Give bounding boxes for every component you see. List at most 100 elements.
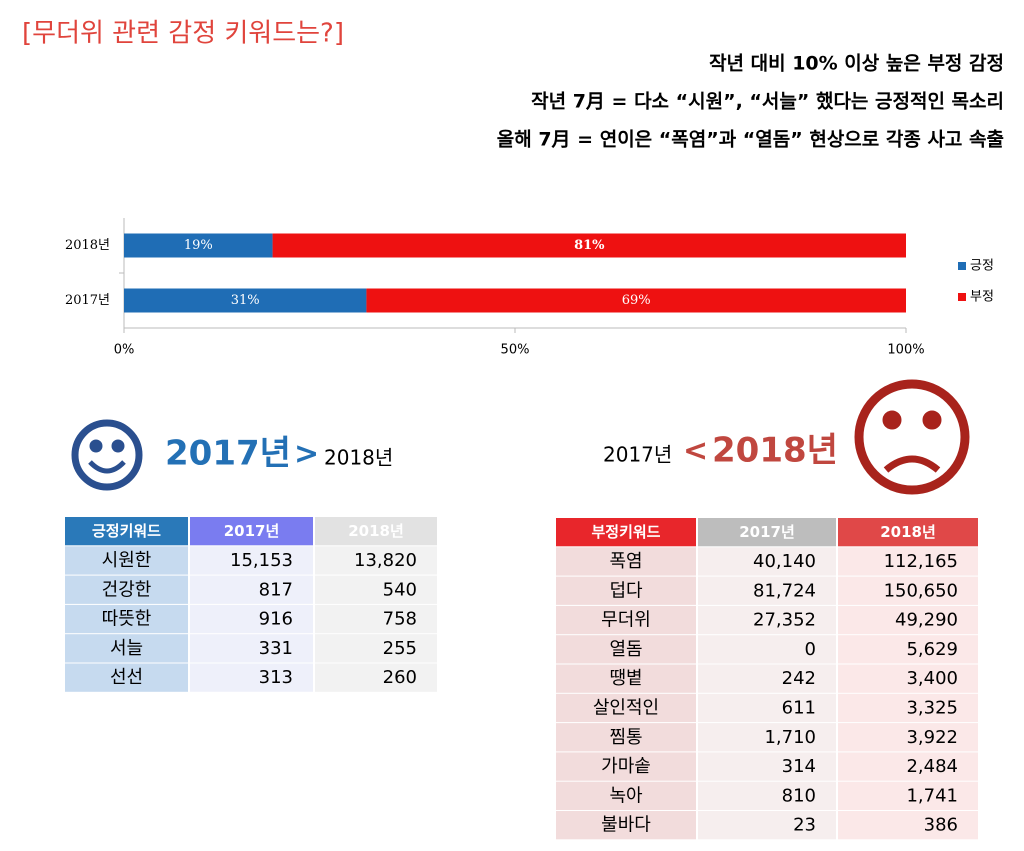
table-cell xyxy=(556,635,696,664)
table-cell-text: 611 xyxy=(782,697,816,718)
table-cell-text: 27,352 xyxy=(753,610,816,631)
table-header: 2017년 xyxy=(739,523,795,541)
y-tick-label: 2018년 xyxy=(65,238,110,253)
table-cell-text: 23 xyxy=(793,815,816,836)
table-cell xyxy=(190,546,313,575)
table-cell-text: 찜통 xyxy=(609,727,642,748)
value-label: 81% xyxy=(574,238,605,253)
table-cell xyxy=(556,723,696,752)
table-cell xyxy=(838,723,978,752)
table-cell xyxy=(190,634,313,663)
compare-sign: > xyxy=(294,437,319,472)
summary-line: 작년 7月 = 다소 “시원”, “서늘” 했다는 긍정적인 목소리 xyxy=(531,91,1004,113)
bar-segment xyxy=(124,288,367,313)
table-header-cell xyxy=(838,518,978,547)
table-cell xyxy=(190,663,313,692)
table-header: 2018년 xyxy=(880,523,936,541)
table-cell xyxy=(838,547,978,576)
table-cell xyxy=(65,663,188,692)
table-cell xyxy=(315,546,437,575)
table-cell-text: 서늘 xyxy=(110,638,143,659)
summary-line: 작년 대비 10% 이상 높은 부정 감정 xyxy=(709,53,1004,75)
table-cell xyxy=(838,752,978,781)
table-cell-text: 3,400 xyxy=(906,668,958,689)
smile-icon xyxy=(71,419,143,491)
table-cell-text: 덥다 xyxy=(609,580,643,601)
table-cell-text: 1,741 xyxy=(906,785,958,806)
table-cell-text: 331 xyxy=(259,638,293,659)
table-cell-text: 49,290 xyxy=(895,610,958,631)
table-cell xyxy=(190,604,313,634)
table-cell xyxy=(65,634,188,663)
table-cell-text: 5,629 xyxy=(906,639,958,660)
table-cell-text: 살인적인 xyxy=(593,697,659,718)
table-cell xyxy=(698,723,836,752)
table-cell xyxy=(838,693,978,723)
table-cell-text: 땡볕 xyxy=(609,668,642,689)
table-header-cell xyxy=(315,517,437,546)
value-label: 19% xyxy=(184,238,213,253)
table-header-cell xyxy=(556,518,696,547)
table-cell-text: 무더위 xyxy=(601,610,651,631)
table-cell-text: 15,153 xyxy=(230,550,293,571)
table-cell xyxy=(65,575,188,604)
table-header-cell xyxy=(65,517,188,546)
value-label: 31% xyxy=(231,293,260,308)
table-header: 긍정키워드 xyxy=(92,522,161,540)
table-cell xyxy=(556,752,696,781)
table-cell xyxy=(556,547,696,576)
table-cell-text: 112,165 xyxy=(884,551,958,572)
table-cell-text: 건강한 xyxy=(102,579,152,600)
table-cell xyxy=(556,605,696,635)
table-cell-text: 3,325 xyxy=(906,697,958,718)
table-cell-text: 758 xyxy=(383,609,417,630)
table-cell xyxy=(698,752,836,781)
table-cell-text: 13,820 xyxy=(354,550,417,571)
table-cell xyxy=(838,781,978,810)
compare-year: 2018년 xyxy=(712,431,838,471)
table-cell-text: 불바다 xyxy=(601,815,651,836)
table-cell-text: 선선 xyxy=(110,667,143,688)
table-cell xyxy=(698,576,836,605)
table-cell xyxy=(698,781,836,810)
table-cell-text: 540 xyxy=(383,579,417,600)
bar-segment xyxy=(272,233,907,258)
table-cell xyxy=(315,663,437,692)
table-cell xyxy=(315,634,437,663)
compare-year: 2017년 xyxy=(165,434,291,474)
table-header-cell xyxy=(698,518,836,547)
table-header: 2017년 xyxy=(224,522,280,540)
slide-title: [무더위 관련 감정 키워드는?] xyxy=(22,19,344,49)
table-cell xyxy=(838,576,978,605)
table-cell-text: 314 xyxy=(782,756,816,777)
table-cell xyxy=(698,605,836,635)
legend-swatch xyxy=(958,262,966,270)
compare-sign: < xyxy=(683,434,708,469)
table-cell xyxy=(556,781,696,810)
table-cell-text: 150,650 xyxy=(884,580,958,601)
legend-swatch xyxy=(958,293,966,301)
table-cell xyxy=(838,635,978,664)
compare-year: 2018년 xyxy=(324,446,393,470)
y-tick-label: 2017년 xyxy=(65,293,110,308)
table-cell-text: 3,922 xyxy=(906,727,958,748)
bar-segment xyxy=(124,233,273,258)
table-cell-text: 242 xyxy=(782,668,816,689)
table-cell xyxy=(556,693,696,723)
table-cell xyxy=(838,605,978,635)
table-cell xyxy=(65,604,188,634)
table-header: 부정키워드 xyxy=(591,523,660,541)
table-cell-text: 260 xyxy=(383,667,417,688)
frown-icon xyxy=(854,379,970,495)
table-cell xyxy=(190,575,313,604)
table-cell xyxy=(838,664,978,693)
table-header-cell xyxy=(190,517,313,546)
summary-line: 올해 7月 = 연이은 “폭염”과 “열돔” 현상으로 각종 사고 속출 xyxy=(497,129,1004,151)
table-header: 2018년 xyxy=(348,522,404,540)
table-cell-text: 가마솥 xyxy=(601,756,651,777)
table-cell-text: 열돔 xyxy=(609,639,642,660)
table-cell-text: 1,710 xyxy=(764,727,816,748)
table-cell-text: 313 xyxy=(259,667,293,688)
table-cell xyxy=(698,664,836,693)
